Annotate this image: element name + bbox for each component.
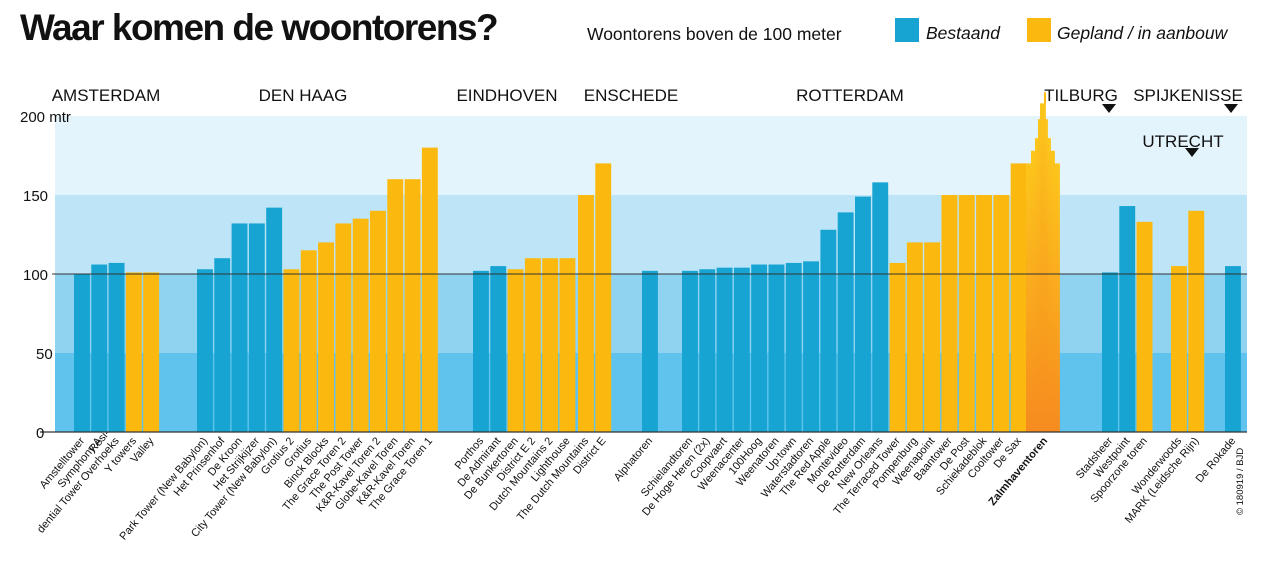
bar	[595, 163, 612, 432]
bar	[143, 272, 160, 432]
bar	[768, 264, 785, 432]
bar	[283, 269, 300, 432]
bar	[785, 262, 802, 432]
city-label: ROTTERDAM	[796, 86, 904, 105]
bar	[490, 266, 507, 432]
bar	[855, 196, 871, 432]
bar	[507, 269, 524, 432]
city-label: UTRECHT	[1142, 132, 1223, 151]
bar	[74, 274, 90, 432]
city-marker-icon	[1102, 104, 1116, 113]
bar	[91, 264, 108, 432]
bar	[716, 267, 733, 432]
bar	[542, 258, 559, 432]
bar	[559, 258, 576, 432]
bar	[906, 242, 923, 432]
y-tick-label: 100	[23, 267, 48, 284]
bar-tier	[1040, 103, 1046, 433]
y-tick-label: 200 mtr	[20, 109, 71, 126]
y-tick-label: 150	[23, 188, 48, 205]
tick-label: Alphatoren	[612, 435, 655, 483]
bar	[1136, 221, 1153, 432]
bar	[820, 229, 837, 432]
bar	[300, 250, 317, 432]
y-tick-label: 0	[36, 425, 44, 442]
y-tick-label: 50	[36, 346, 53, 363]
city-label: AMSTERDAM	[52, 86, 161, 105]
bar	[108, 262, 125, 432]
bar	[197, 269, 213, 432]
bar	[578, 195, 594, 432]
bar	[231, 223, 248, 432]
bar	[1188, 210, 1205, 432]
city-label: ENSCHEDE	[584, 86, 678, 105]
legend-label: Woontorens boven de 100 meter	[587, 24, 842, 44]
bar	[370, 210, 386, 432]
bar	[733, 267, 750, 432]
chart-title: Waar komen de woontorens?	[20, 7, 499, 48]
bar	[941, 195, 958, 432]
bar	[699, 269, 716, 432]
credit-text: © 180919 / BJD	[1235, 448, 1246, 515]
bar	[266, 207, 283, 432]
legend-swatch-existing	[895, 18, 919, 42]
city-marker-icon	[1224, 104, 1238, 113]
bar	[642, 270, 658, 432]
bar	[924, 242, 941, 432]
city-marker-icon	[1185, 148, 1199, 157]
bar	[1119, 206, 1136, 432]
legend-text-planned: Gepland / in aanbouw	[1057, 23, 1228, 43]
bar	[404, 179, 421, 432]
bar	[1102, 272, 1118, 432]
bar	[837, 212, 854, 432]
bar	[1010, 163, 1027, 432]
bar	[751, 264, 768, 432]
bar	[421, 147, 438, 432]
bar	[473, 270, 489, 432]
bar	[318, 242, 334, 432]
city-label: SPIJKENISSE	[1133, 86, 1243, 105]
background-band-0	[55, 116, 1247, 195]
bar	[352, 218, 369, 432]
bar	[872, 182, 889, 432]
bar	[125, 272, 142, 432]
bar	[1171, 266, 1187, 432]
bar	[248, 223, 265, 432]
city-label: EINDHOVEN	[456, 86, 557, 105]
bar-spire	[1043, 92, 1046, 104]
bar	[976, 195, 992, 432]
bar	[335, 223, 352, 432]
bar	[803, 261, 819, 432]
bar	[524, 258, 541, 432]
legend-swatch-planned	[1027, 18, 1051, 42]
bar	[993, 195, 1010, 432]
bar	[1225, 266, 1241, 432]
city-label: TILBURG	[1044, 86, 1118, 105]
legend-text-existing: Bestaand	[926, 23, 1000, 43]
bar	[214, 258, 231, 432]
bar	[387, 179, 404, 432]
bar	[682, 270, 698, 432]
bar	[958, 195, 975, 432]
city-label: DEN HAAG	[259, 86, 348, 105]
bar	[889, 262, 906, 432]
